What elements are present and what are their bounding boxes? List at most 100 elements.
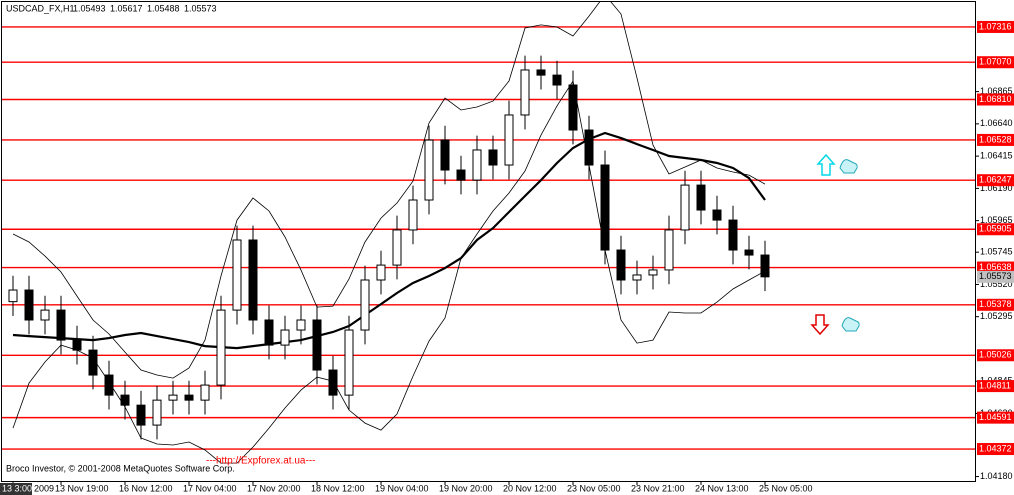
candle-body <box>536 69 546 76</box>
cursor-time: 13 3:00 <box>2 483 32 493</box>
candle-body <box>88 349 98 376</box>
y-tick-label: 1.05520 <box>980 279 1013 289</box>
x-tick-label: 17 Nov 04:00 <box>183 483 237 493</box>
candle-body <box>248 239 258 321</box>
candle-body <box>440 139 450 171</box>
level-label: 1.05638 <box>979 262 1012 272</box>
candle-body <box>200 384 210 401</box>
x-tick-label: 19 Nov 04:00 <box>375 483 429 493</box>
chart-title: USDCAD_FX,H1 <box>6 3 75 13</box>
candle-body <box>488 149 498 166</box>
candle-body <box>600 164 610 251</box>
level-label-box <box>977 298 1014 311</box>
level-label-box <box>977 380 1014 393</box>
candle-body <box>616 249 626 281</box>
header-low: 1.05488 <box>147 3 180 13</box>
candle-body <box>216 309 226 386</box>
current-price-box <box>977 270 1014 283</box>
level-label: 1.06247 <box>979 175 1012 185</box>
candle-body <box>104 374 114 396</box>
level-label-box <box>977 174 1014 187</box>
candle-body <box>728 219 738 251</box>
candle-body <box>632 274 642 281</box>
thumb-icon <box>841 317 860 332</box>
candle-body <box>184 394 194 401</box>
level-label-box <box>977 56 1014 69</box>
level-label: 1.06810 <box>979 94 1012 104</box>
current-price-label: 1.05573 <box>979 271 1012 281</box>
x-tick-label: 24 Nov 13:00 <box>695 483 749 493</box>
x-tick-label: 16 Nov 12:00 <box>119 483 173 493</box>
plot-area <box>2 2 975 464</box>
copyright: Broco Investor, © 2001-2008 MetaQuotes S… <box>6 463 235 473</box>
candle-body <box>552 74 562 86</box>
y-tick-label: 1.05295 <box>980 311 1013 321</box>
candle-body <box>392 229 402 266</box>
overlay-line <box>12 2 766 379</box>
candle-body <box>664 229 674 271</box>
candle-body <box>232 239 242 311</box>
candle-body <box>8 289 18 303</box>
candle-body <box>648 269 658 276</box>
candle-body <box>264 319 274 346</box>
level-label-box <box>977 261 1014 274</box>
level-label-box <box>977 223 1014 236</box>
level-label: 1.06528 <box>979 134 1012 144</box>
x-tick-label: 20 Nov 12:00 <box>503 483 557 493</box>
link[interactable]: ---http://Expforex.at.ua--- <box>206 456 315 467</box>
candle-body <box>584 129 594 166</box>
plot-frame <box>1 1 976 482</box>
x-tick-label: 19 Nov 20:00 <box>439 483 493 493</box>
candle-body <box>344 329 354 396</box>
up-arrow <box>816 153 836 176</box>
candle-body <box>360 279 370 331</box>
overlay-line <box>12 79 766 464</box>
thumb-icon <box>839 159 858 174</box>
y-tick-label: 1.06865 <box>980 86 1013 96</box>
candle-body <box>376 264 386 281</box>
level-label-box <box>977 20 1014 33</box>
down-arrow <box>810 314 830 336</box>
candle-body <box>568 84 578 131</box>
level-label-box <box>977 93 1014 106</box>
level-label-box <box>977 443 1014 456</box>
x-tick-label: 13 Nov 19:00 <box>55 483 109 493</box>
candle-body <box>136 404 146 426</box>
buy-signal <box>816 153 858 176</box>
candle-body <box>520 69 530 116</box>
candle-body <box>280 329 290 346</box>
level-label-box <box>977 349 1014 362</box>
header-high: 1.05617 <box>110 3 143 13</box>
level-label: 1.07316 <box>979 21 1012 31</box>
candle-body <box>152 399 162 426</box>
level-label: 1.04811 <box>979 380 1011 390</box>
candle-body <box>744 249 754 256</box>
candle-body <box>424 139 434 201</box>
level-label: 1.05026 <box>979 350 1012 360</box>
level-label: 1.04591 <box>979 412 1012 422</box>
candle-body <box>168 394 178 401</box>
candle-body <box>328 369 338 396</box>
overlay-line <box>12 131 766 350</box>
y-tick-label: 1.06640 <box>980 118 1013 128</box>
level-label-box <box>977 411 1014 424</box>
candle-body <box>40 309 50 321</box>
level-label: 1.07070 <box>979 57 1012 67</box>
candle-body <box>24 289 34 321</box>
level-label-box <box>977 133 1014 146</box>
candle-body <box>472 149 482 181</box>
candle-body <box>696 184 706 211</box>
x-tick-label: 17 Nov 20:00 <box>247 483 301 493</box>
candle-body <box>408 199 418 231</box>
cursor-time-box <box>0 483 32 495</box>
header-close: 1.05573 <box>184 3 217 13</box>
y-tick-label: 1.04180 <box>980 471 1013 481</box>
candle-body <box>760 254 770 278</box>
level-label: 1.04372 <box>979 443 1012 453</box>
chart-header: USDCAD_FX,H1 1.05493 1.05617 1.05488 1.0… <box>6 3 217 13</box>
y-tick-label: 1.05745 <box>980 247 1013 257</box>
candle-body <box>712 209 722 221</box>
y-tick-label: 1.05965 <box>980 215 1013 225</box>
sell-signal <box>810 314 860 336</box>
